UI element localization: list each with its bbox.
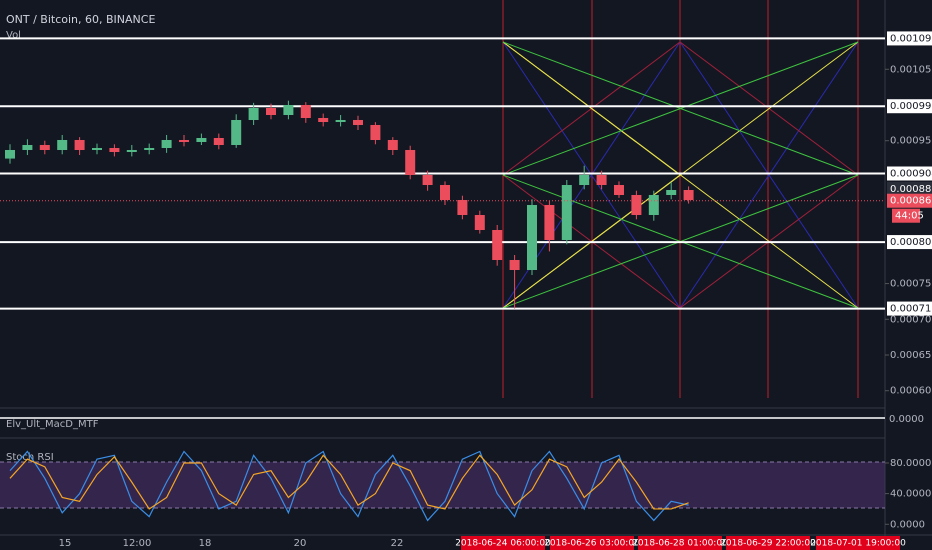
date-box: [461, 536, 545, 550]
date-box: [638, 536, 722, 550]
y-tick-label: 0.0007500: [890, 279, 932, 290]
macd-title: Elv_Ult_MacD_MTF: [6, 419, 99, 430]
level-box: [887, 99, 932, 114]
fan-line: [502, 41, 681, 309]
x-tick-label: 18: [199, 538, 212, 549]
candle-body: [387, 140, 398, 150]
candle-body: [544, 205, 555, 240]
y-tick-label: 0.0009500: [890, 136, 932, 147]
candle-body: [579, 175, 590, 185]
candle-body: [596, 175, 607, 185]
candle-body: [422, 175, 433, 185]
y-tick-label: 40.0000: [890, 489, 931, 500]
candle-body: [614, 185, 624, 195]
level-box: [887, 166, 932, 181]
candle-body: [300, 105, 311, 118]
marker-label: 0.0008826: [890, 184, 932, 195]
y-tick-label: 0.0000: [890, 519, 925, 530]
candle-body: [57, 140, 68, 150]
last-price-label: 0.0008660: [890, 196, 932, 207]
stoch-line: [9, 450, 689, 522]
candle-body: [22, 145, 33, 150]
candle-body: [370, 125, 381, 140]
stoch-band: [0, 462, 885, 508]
candle-body: [5, 150, 15, 159]
level-box: [887, 301, 932, 316]
date-label: 2018-06-24 06:00:00: [455, 539, 551, 549]
x-tick-label: 12:00: [123, 538, 152, 549]
candle-body: [666, 190, 677, 195]
y-tick-label: 0.0006000: [890, 386, 932, 397]
level-box: [887, 235, 932, 250]
candle-body: [39, 145, 50, 150]
candle-body: [266, 108, 276, 115]
date-label: 2018-06-26 03:00:00: [544, 539, 640, 549]
level-label: 0.0007150: [890, 304, 932, 315]
date-label: 2018-06-29 22:00:00: [720, 539, 816, 549]
candle-body: [161, 140, 172, 148]
candle-body: [74, 140, 85, 150]
fan-line: [502, 41, 859, 176]
level-label: 0.0009041: [890, 169, 932, 180]
date-label: 2018-07-01 19:00:00: [810, 539, 906, 549]
stoch-title: Stoch RSI: [6, 452, 54, 463]
x-tick-label: 22: [391, 538, 404, 549]
candle-body: [648, 195, 659, 215]
candle-body: [196, 138, 207, 142]
candle-body: [248, 108, 259, 120]
y-tick-label: 0.0010500: [890, 64, 932, 75]
date-label: 2018-06-28 01:00:00: [632, 539, 728, 549]
candle-body: [213, 138, 224, 145]
y-tick-label: 0.0007000: [890, 314, 932, 325]
date-box: [816, 536, 900, 550]
candle-body: [440, 185, 450, 200]
candle-body: [126, 150, 137, 152]
marker-box: [887, 181, 932, 196]
candle-body: [492, 230, 503, 260]
candle-body: [474, 215, 485, 230]
candle-body: [109, 148, 120, 152]
macd-zero-label: 0.0000: [889, 414, 924, 425]
candle-body: [231, 120, 242, 145]
chart-title: ONT / Bitcoin, 60, BINANCE: [6, 13, 155, 26]
candle-body: [561, 185, 572, 240]
date-box: [550, 536, 634, 550]
candle-body: [283, 105, 294, 115]
level-label: 0.0010932: [890, 33, 932, 44]
candle-body: [527, 205, 537, 270]
candle-body: [457, 200, 468, 215]
candle-body: [179, 140, 189, 142]
x-tick-label: 20: [294, 538, 307, 549]
candle-body: [335, 120, 346, 122]
candle-body: [683, 190, 694, 200]
y-tick-label: 80.0000: [890, 458, 931, 469]
x-tick-label: 15: [59, 538, 72, 549]
candle-body: [405, 150, 416, 175]
candle-body: [92, 148, 102, 150]
volume-title: Vol: [6, 30, 21, 41]
countdown: 44:05: [895, 211, 924, 222]
level-box: [887, 31, 932, 46]
stoch-line: [9, 454, 689, 510]
level-label: 0.0008081: [890, 237, 932, 248]
y-tick-label: 0.0006500: [890, 350, 932, 361]
candle-body: [509, 260, 520, 270]
candle-body: [353, 120, 363, 125]
last-price-box: [887, 193, 932, 208]
candle-body: [631, 195, 642, 215]
date-box: [726, 536, 810, 550]
level-label: 0.0009983: [890, 101, 932, 112]
countdown-box: [892, 208, 920, 223]
candle-body: [144, 148, 155, 150]
candle-body: [318, 118, 329, 122]
